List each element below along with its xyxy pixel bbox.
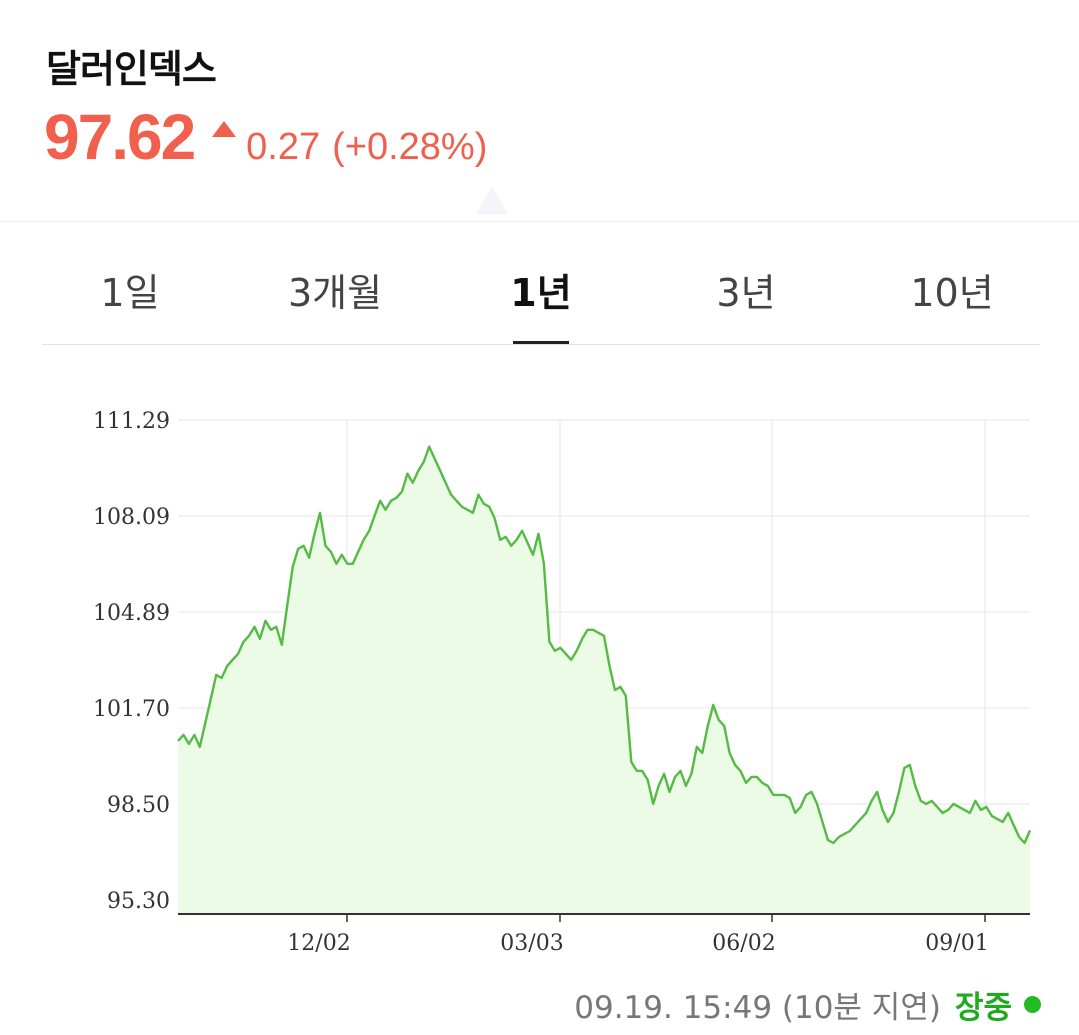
triangle-up-icon	[212, 121, 237, 137]
tab-1-year[interactable]: 1년	[510, 271, 572, 315]
x-tick-label: 06/02	[712, 931, 775, 956]
tab-3-month[interactable]: 3개월	[287, 271, 383, 315]
tab-3-year[interactable]: 3년	[716, 271, 776, 315]
status-bar: 09.19. 15:49 (10분 지연) 장중	[574, 982, 1041, 1027]
section-caret-icon	[476, 186, 508, 214]
price-change-percent: (+0.28%)	[332, 126, 488, 168]
series-line	[177, 445, 1032, 845]
x-tick-label: 12/02	[287, 931, 350, 956]
price-chart[interactable]: 111.29 108.09 104.89 101.70 98.50 95.30 12/02 0…	[0, 400, 1079, 970]
x-tick-label: 09/01	[925, 931, 988, 956]
live-dot-icon	[1024, 996, 1041, 1013]
price-change: 0.27	[246, 126, 321, 168]
area-fill	[178, 446, 1030, 914]
y-tick-label: 98.50	[107, 793, 170, 818]
divider	[0, 221, 1079, 222]
index-title: 달러인덱스	[46, 47, 217, 91]
y-tick-label: 111.29	[93, 409, 170, 434]
period-tabs: 1일 3개월 1년 3년 10년	[42, 252, 1040, 345]
y-tick-label: 101.70	[93, 697, 170, 722]
axis-ticks: 111.29 108.09 104.89 101.70 98.50 95.30 12/02 0…	[93, 409, 989, 956]
y-tick-label: 95.30	[107, 889, 170, 914]
price-row: 97.62 0.27 (+0.28%)	[44, 100, 487, 180]
y-tick-label: 108.09	[93, 505, 170, 530]
tab-10-year[interactable]: 10년	[910, 271, 994, 315]
tab-1-day[interactable]: 1일	[100, 271, 160, 315]
y-tick-label: 104.89	[93, 601, 170, 626]
active-tab-indicator	[513, 341, 569, 344]
market-state: 장중	[954, 990, 1012, 1026]
current-price: 97.62	[44, 101, 196, 173]
timestamp: 09.19. 15:49 (10분 지연)	[574, 990, 941, 1026]
x-tick-label: 03/03	[500, 931, 563, 956]
